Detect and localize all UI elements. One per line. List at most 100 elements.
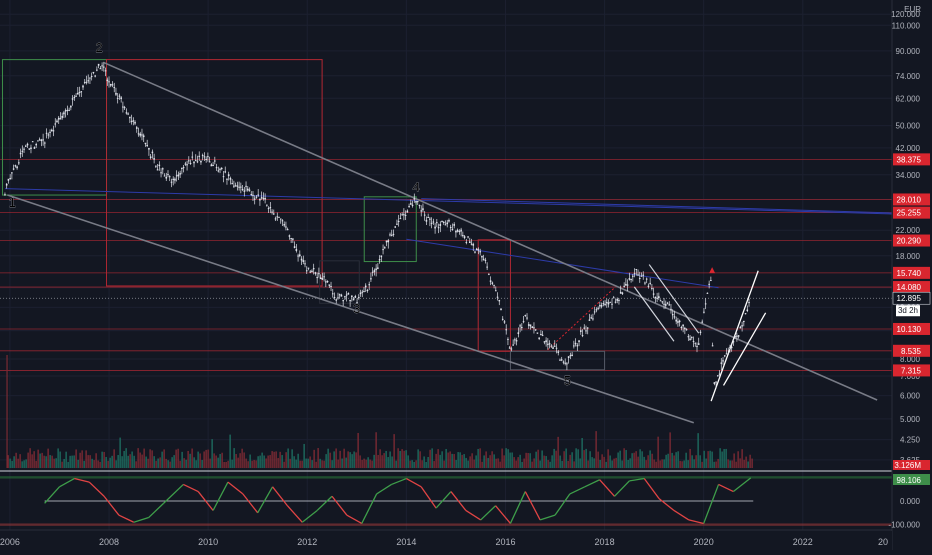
candle-body bbox=[668, 304, 671, 306]
candle-body bbox=[442, 222, 445, 224]
candle-body bbox=[24, 145, 27, 147]
candle-body bbox=[585, 330, 587, 332]
candle-body bbox=[111, 84, 114, 86]
level-tag bbox=[893, 344, 930, 357]
price-tick-label: 4.250 bbox=[900, 436, 921, 445]
trend-line bbox=[633, 286, 675, 342]
candle-body bbox=[739, 326, 742, 329]
volume-bar bbox=[597, 451, 599, 468]
candle-body bbox=[545, 340, 547, 343]
volume-bar bbox=[121, 456, 123, 468]
volume-bar bbox=[525, 452, 527, 468]
oscillator-segment bbox=[733, 477, 752, 493]
price-tick-label: 74.000 bbox=[896, 72, 921, 81]
candle-body bbox=[413, 198, 416, 200]
candle-body bbox=[406, 210, 409, 213]
candle-body bbox=[354, 296, 357, 298]
volume-bar bbox=[407, 455, 409, 468]
trend-line bbox=[421, 198, 892, 214]
level-tag bbox=[893, 234, 930, 247]
candle-body bbox=[378, 259, 381, 261]
candle-body bbox=[7, 178, 10, 181]
candle-body bbox=[300, 258, 303, 261]
candle-body bbox=[437, 227, 440, 229]
volume-bar bbox=[13, 456, 15, 468]
volume-bar bbox=[667, 453, 669, 468]
candle-body bbox=[734, 336, 736, 338]
candle-body bbox=[390, 234, 393, 236]
volume-bar bbox=[605, 461, 607, 468]
candle-body bbox=[692, 340, 695, 342]
volume-bar bbox=[503, 455, 505, 468]
level-tag-label: 25.255 bbox=[897, 209, 922, 218]
candle-body bbox=[606, 302, 608, 304]
volume-bar bbox=[695, 455, 697, 468]
candle-body bbox=[259, 198, 261, 201]
candle-body bbox=[508, 347, 511, 349]
volume-bar bbox=[699, 455, 701, 468]
volume-bar bbox=[687, 460, 689, 468]
volume-bar bbox=[79, 452, 81, 468]
candle-body bbox=[652, 293, 655, 295]
volume-bar bbox=[721, 451, 723, 468]
candle-body bbox=[217, 170, 220, 172]
volume-bar bbox=[81, 450, 83, 468]
price-tick-label: 42.000 bbox=[896, 144, 921, 153]
candle-body bbox=[404, 214, 407, 216]
volume-bar bbox=[321, 460, 323, 468]
volume-bar bbox=[733, 453, 735, 468]
candle-body bbox=[410, 203, 412, 205]
candle-body bbox=[104, 70, 107, 72]
oscillator-segment bbox=[480, 505, 497, 521]
candle-body bbox=[177, 174, 180, 177]
candle-body bbox=[436, 222, 438, 224]
volume-bar bbox=[579, 458, 581, 468]
volume-bar bbox=[189, 453, 191, 468]
oscillator-segment bbox=[703, 484, 720, 524]
volume-bar bbox=[421, 460, 423, 468]
volume-bar bbox=[183, 458, 185, 468]
volume-bar bbox=[173, 455, 175, 468]
volume-bar bbox=[59, 451, 61, 468]
candle-body bbox=[125, 112, 128, 114]
candle-body bbox=[527, 324, 530, 326]
volume-bar bbox=[197, 451, 199, 468]
volume-bar bbox=[227, 460, 229, 468]
candle-body bbox=[337, 297, 339, 299]
candle-body bbox=[49, 131, 51, 133]
volume-bar bbox=[389, 451, 391, 468]
volume-bar bbox=[565, 448, 567, 468]
oscillator-tick-label: -100.000 bbox=[888, 521, 920, 530]
candle-body bbox=[682, 324, 684, 327]
volume-bar bbox=[555, 450, 557, 468]
candle-body bbox=[64, 110, 67, 112]
level-tag bbox=[893, 153, 930, 166]
volume-bar bbox=[647, 455, 649, 468]
volume-bar bbox=[323, 460, 325, 468]
candle-body bbox=[706, 292, 709, 294]
candle-body bbox=[571, 354, 573, 357]
volume-bar bbox=[663, 459, 665, 468]
candle-body bbox=[293, 246, 296, 249]
candle-body bbox=[208, 161, 211, 163]
candle-body bbox=[28, 148, 31, 150]
candle-body bbox=[181, 168, 183, 170]
candle-body bbox=[194, 160, 197, 162]
volume-bar bbox=[649, 450, 651, 468]
candle-body bbox=[550, 345, 553, 347]
wave-label: 3 bbox=[353, 301, 360, 316]
candle-body bbox=[736, 335, 738, 337]
candle-body bbox=[238, 186, 240, 188]
candle-body bbox=[191, 156, 194, 158]
candle-body bbox=[708, 283, 710, 285]
candle-body bbox=[172, 178, 174, 180]
candle-body bbox=[352, 298, 355, 301]
candle-body bbox=[604, 303, 606, 305]
volume-bar bbox=[435, 453, 437, 468]
candle-body bbox=[357, 297, 360, 299]
volume-bar bbox=[349, 452, 351, 468]
candle-body bbox=[142, 135, 145, 138]
candle-body bbox=[600, 305, 603, 307]
